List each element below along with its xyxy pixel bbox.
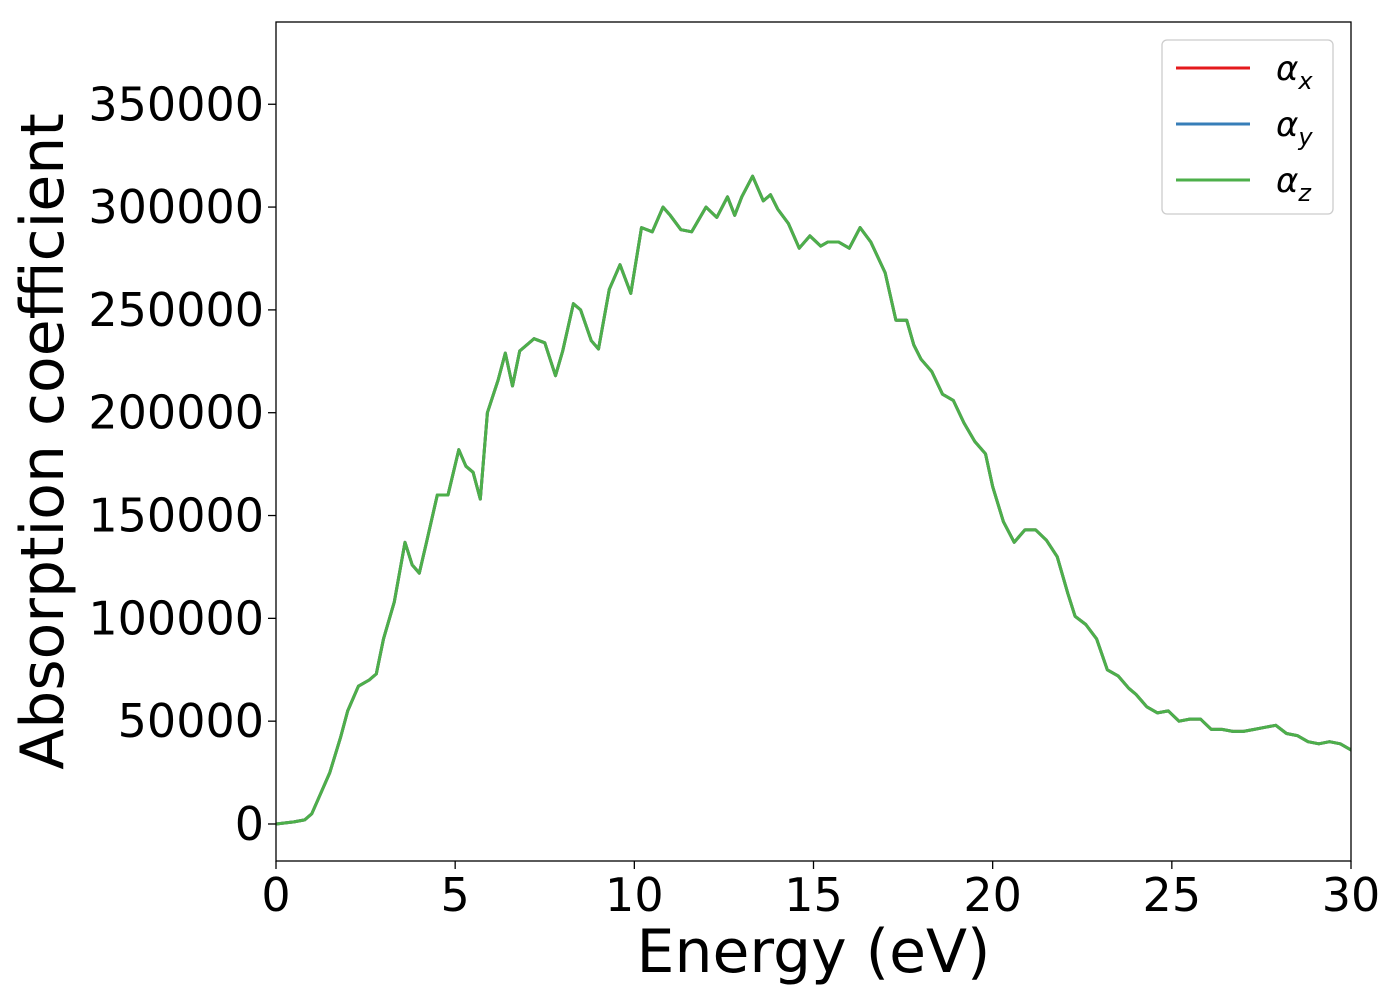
x-axis-label: Energy (eV): [637, 917, 991, 987]
legend: αx αy αz: [1161, 39, 1334, 215]
x-tick-label: 30: [1322, 868, 1381, 922]
legend-label-x: αx: [1276, 49, 1313, 95]
legend-box: [1161, 39, 1334, 215]
x-tick-label: 0: [261, 868, 290, 922]
y-tick-label: 50000: [118, 694, 264, 748]
x-tick-label: 15: [784, 868, 843, 922]
x-tick-label: 5: [441, 868, 470, 922]
y-axis-ticks: 0 50000 100000 150000 200000 250000 300000 3500…: [88, 77, 276, 851]
x-axis-ticks: 0 5 10 15 20 25 30: [261, 861, 1380, 922]
x-tick-label: 25: [1143, 868, 1202, 922]
y-tick-label: 0: [235, 797, 264, 851]
y-tick-label: 100000: [88, 591, 264, 645]
x-tick-label: 20: [963, 868, 1022, 922]
legend-label-z: αz: [1276, 161, 1312, 207]
y-tick-label: 300000: [88, 180, 264, 234]
y-tick-label: 150000: [88, 489, 264, 543]
x-tick-label: 10: [605, 868, 664, 922]
y-tick-label: 350000: [88, 77, 264, 131]
legend-label-y: αy: [1276, 105, 1313, 151]
y-axis-label: Absorption coefficient: [8, 113, 78, 770]
y-tick-label: 250000: [88, 283, 264, 337]
y-tick-label: 200000: [88, 386, 264, 440]
series-line-z: [276, 174, 1351, 826]
series-layer: [276, 174, 1351, 826]
